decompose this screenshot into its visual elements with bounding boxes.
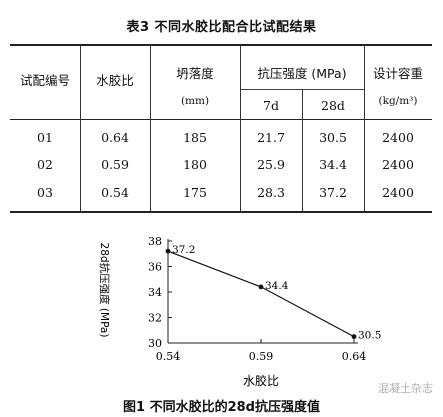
cell-slump: 185 (183, 130, 207, 145)
cell-id: 01 (37, 130, 53, 145)
x-axis-label: 水胶比 (243, 373, 279, 388)
header-strength: 抗压强度 (MPa) (257, 66, 347, 81)
x-tick-label: 0.59 (249, 350, 274, 363)
x-tick-label: 0.64 (342, 350, 367, 363)
cell-28d: 30.5 (319, 130, 347, 145)
cell-id: 03 (37, 185, 53, 200)
col-separator (240, 46, 241, 211)
strength-subheader-rule (240, 89, 364, 90)
table-title: 表3 不同水胶比配合比试配结果 (126, 20, 317, 35)
cell-7d: 25.9 (257, 157, 285, 172)
data-point (351, 334, 357, 340)
y-axis-ticks: 30 32 34 36 38 (148, 235, 172, 350)
strength-line-chart: 30 32 34 36 38 0.54 0.59 0.64 37.2 34.4 30.5 水胶比… (98, 235, 381, 388)
y-tick-label: 32 (148, 312, 162, 325)
cell-density: 2400 (382, 185, 414, 200)
figure-caption: 图1 不同水胶比的28d抗压强度值 (123, 400, 320, 415)
cell-density: 2400 (382, 130, 414, 145)
table-bottom-rule (10, 211, 432, 213)
header-slump-unit: (mm) (180, 95, 210, 107)
col-separator (302, 90, 303, 211)
x-tick-label: 0.54 (156, 350, 181, 363)
cell-28d: 34.4 (319, 157, 347, 172)
cell-wb: 0.54 (101, 185, 129, 200)
data-point (165, 248, 171, 254)
cell-wb: 0.59 (101, 157, 129, 172)
chart-axes (167, 239, 358, 344)
data-point (258, 284, 264, 290)
cell-density: 2400 (382, 157, 414, 172)
cell-slump: 180 (183, 157, 207, 172)
table-top-rule (10, 44, 432, 46)
cell-slump: 175 (183, 185, 207, 200)
y-tick-label: 38 (148, 235, 162, 248)
cell-28d: 37.2 (319, 185, 347, 200)
watermark: 混凝土杂志 (378, 382, 433, 395)
x-axis-ticks: 0.54 0.59 0.64 (156, 339, 367, 363)
data-label: 30.5 (358, 330, 381, 342)
cell-7d: 21.7 (257, 130, 285, 145)
col-separator (364, 46, 365, 211)
header-density: 设计容重 (372, 66, 423, 81)
cell-wb: 0.64 (101, 130, 129, 145)
header-7d: 7d (263, 98, 279, 113)
data-label: 34.4 (265, 280, 289, 292)
y-axis-label: 28d抗压强度 (MPa) (98, 243, 111, 338)
data-label: 37.2 (172, 244, 195, 256)
header-id: 试配编号 (19, 73, 70, 88)
chart-series: 37.2 34.4 30.5 (165, 244, 381, 342)
table-header-rule (10, 119, 432, 120)
y-tick-label: 36 (148, 261, 162, 274)
cell-id: 02 (37, 157, 53, 172)
header-28d: 28d (321, 98, 345, 113)
col-separator (150, 46, 151, 211)
y-tick-label: 34 (148, 286, 162, 299)
col-separator (80, 46, 81, 211)
header-wb: 水胶比 (96, 73, 134, 88)
y-tick-label: 30 (148, 337, 162, 350)
cell-7d: 28.3 (257, 185, 285, 200)
header-slump: 坍落度 (176, 66, 214, 81)
series-line (167, 250, 355, 338)
header-density-unit: (kg/m³) (378, 95, 418, 107)
